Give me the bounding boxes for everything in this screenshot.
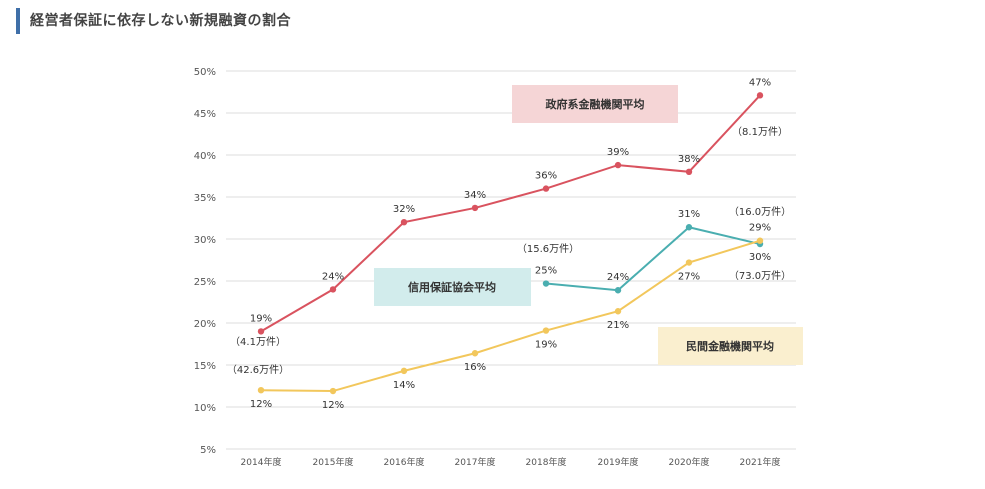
y-tick-label: 30% (194, 235, 216, 246)
legend-government: 政府系金融機関平均 (512, 85, 678, 123)
legend-private-label: 民間金融機関平均 (686, 339, 774, 353)
legend-guarantee-box (374, 268, 531, 306)
data-label-private: 21% (607, 320, 629, 331)
data-label-guarantee: 31% (678, 209, 700, 220)
data-labels: 19% 24% 32% 34% 36% 39% 38% 47% 25% 24% 31% 30% 12% 1… (250, 77, 771, 411)
series-layer (257, 92, 764, 395)
data-point-private (471, 350, 479, 357)
y-tick-label: 35% (194, 193, 216, 204)
series-line-guarantee (545, 226, 761, 292)
data-point-private (614, 308, 622, 315)
y-tick-label: 50% (194, 67, 216, 78)
data-point-private (542, 327, 550, 334)
data-label-government: 32% (393, 204, 415, 215)
x-tick-label: 2015年度 (313, 456, 354, 468)
data-point-private (685, 259, 693, 266)
data-point-government (542, 185, 550, 192)
annotation-2018-guarantee: （15.6万件） (517, 243, 579, 255)
data-label-government: 39% (607, 147, 629, 158)
annotation-2014-government: （4.1万件） (230, 336, 286, 348)
x-axis-ticks: 2014年度 2015年度 2016年度 2017年度 2018年度 2019年度 2020… (241, 456, 781, 468)
y-tick-label: 20% (194, 319, 216, 330)
data-label-government: 19% (250, 313, 272, 324)
data-label-private: 27% (678, 272, 700, 283)
y-tick-label: 15% (194, 361, 216, 372)
data-point-government (400, 219, 408, 226)
data-point-guarantee (614, 287, 622, 294)
legend-private: 民間金融機関平均 (658, 327, 803, 365)
data-point-government (614, 161, 622, 169)
data-point-private (756, 237, 764, 244)
data-label-private: 12% (250, 399, 272, 410)
data-point-guarantee (542, 280, 550, 287)
data-point-government (471, 204, 479, 212)
data-point-private (329, 387, 337, 395)
data-label-guarantee: 25% (535, 266, 557, 277)
x-tick-label: 2019年度 (598, 456, 639, 468)
data-point-guarantee (685, 224, 693, 231)
y-tick-label: 45% (194, 109, 216, 120)
legend-government-box (512, 85, 678, 123)
data-label-government: 24% (322, 271, 344, 282)
data-label-government: 38% (678, 154, 700, 165)
data-label-guarantee: 24% (607, 272, 629, 283)
legend-private-box (658, 327, 803, 365)
data-point-government (257, 328, 265, 335)
x-tick-label: 2018年度 (526, 456, 567, 468)
chart-grid (226, 70, 796, 450)
legend-government-label: 政府系金融機関平均 (546, 97, 645, 111)
data-label-government: 36% (535, 171, 557, 182)
series-line-government (260, 94, 761, 333)
data-label-private: 16% (464, 362, 486, 373)
y-tick-label: 10% (194, 403, 216, 414)
annotation-2014-private: （42.6万件） (227, 364, 289, 376)
x-tick-label: 2014年度 (241, 456, 282, 468)
data-label-government: 47% (749, 77, 771, 88)
data-label-guarantee: 30% (749, 252, 771, 263)
y-tick-label: 5% (200, 445, 216, 456)
data-label-private: 12% (322, 400, 344, 411)
data-label-private: 14% (393, 380, 415, 391)
x-tick-label: 2017年度 (455, 456, 496, 468)
data-label-private: 19% (535, 340, 557, 351)
legend-guarantee: 信用保証協会平均 (374, 268, 531, 306)
data-point-government (685, 168, 693, 175)
legend-guarantee-label: 信用保証協会平均 (408, 280, 496, 294)
y-tick-label: 25% (194, 277, 216, 288)
data-point-government (329, 286, 337, 293)
annotation-2021-government: （8.1万件） (732, 126, 788, 138)
series-line-private (260, 239, 761, 393)
annotation-2021-guarantee: （73.0万件） (729, 270, 791, 282)
x-tick-label: 2021年度 (740, 456, 781, 468)
x-tick-label: 2020年度 (669, 456, 710, 468)
x-tick-label: 2016年度 (384, 456, 425, 468)
data-point-private (400, 367, 408, 375)
data-point-government (756, 92, 764, 99)
data-point-private (257, 387, 265, 394)
annotation-2021-private: （16.0万件） (729, 206, 791, 218)
y-tick-label: 40% (194, 151, 216, 162)
data-label-government: 34% (464, 190, 486, 201)
data-label-private: 29% (749, 223, 771, 234)
y-axis-ticks: 5% 10% 15% 20% 25% 30% 35% 40% 45% 50% (194, 67, 216, 456)
page-title: 経営者保証に依存しない新規融資の割合 (16, 8, 291, 34)
